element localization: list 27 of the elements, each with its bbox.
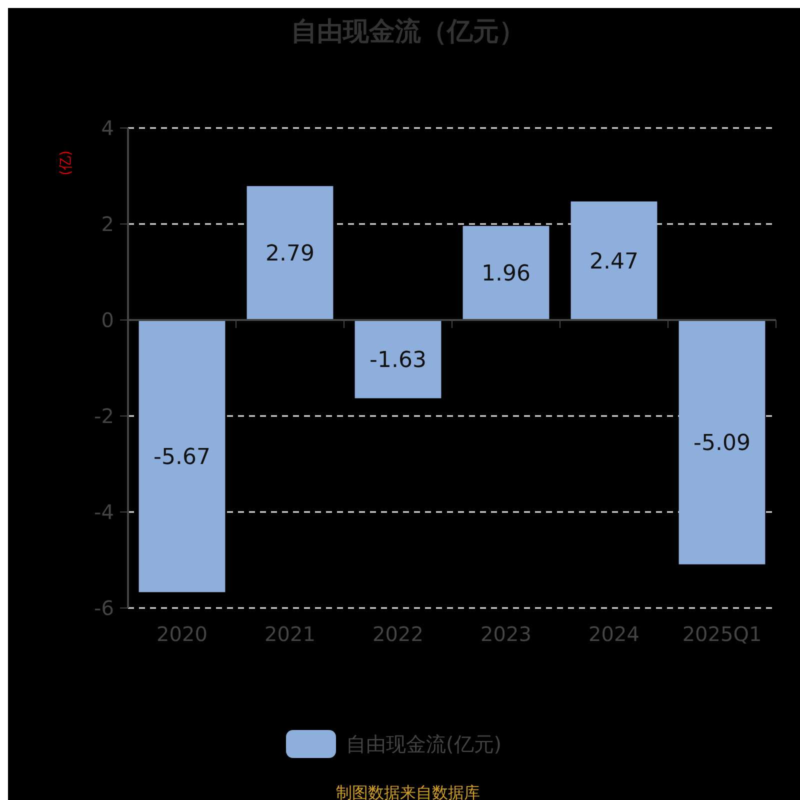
y-tick-label: -2 (94, 404, 114, 428)
data-label: -5.09 (694, 430, 750, 456)
bar (570, 201, 658, 320)
bar (462, 226, 550, 320)
bar (138, 320, 226, 592)
x-tick-label: 2020 (156, 622, 208, 646)
y-tick-label: 0 (101, 308, 114, 332)
data-label: 2.47 (590, 249, 638, 274)
text: 制图数据来自数据库 (336, 783, 480, 800)
x-tick-label: 2025Q1 (682, 622, 762, 646)
y-axis-title: (亿) (58, 150, 74, 176)
data-label: 2.79 (266, 242, 314, 267)
data-label: -5.67 (154, 444, 210, 470)
data-label: 1.96 (482, 262, 530, 287)
y-tick-label: 4 (101, 116, 114, 140)
x-tick-label: 2022 (372, 622, 424, 646)
y-tick-label: -6 (94, 596, 114, 620)
data-label: -1.63 (370, 348, 426, 373)
y-tick-label: 2 (101, 212, 114, 236)
bar (354, 320, 442, 398)
bar (678, 320, 766, 564)
x-tick-label: 2021 (264, 622, 316, 646)
x-tick-label: 2024 (588, 622, 640, 646)
x-tick-label: 2023 (480, 622, 532, 646)
y-tick-label: -4 (94, 500, 114, 524)
legend-label: 自由现金流(亿元) (346, 732, 502, 756)
bar (246, 186, 334, 320)
